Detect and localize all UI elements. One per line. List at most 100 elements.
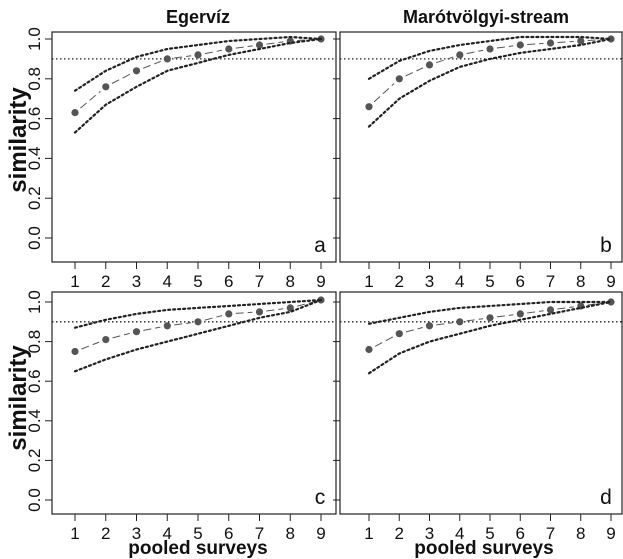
confidence-line-upper	[367, 300, 613, 325]
mean-connector	[436, 322, 453, 326]
y-tick-label: 0.4	[25, 147, 44, 171]
confidence-line-upper	[73, 35, 323, 92]
mean-connector	[557, 306, 574, 310]
x-axis-title-right: pooled surveys	[414, 538, 553, 559]
x-tick-label: 4	[455, 272, 464, 291]
mean-connector	[174, 55, 192, 59]
mean-point	[607, 298, 615, 306]
x-tick-label: 4	[455, 524, 464, 543]
y-tick-label: 0.6	[25, 369, 44, 393]
mean-connector	[435, 56, 454, 64]
x-tick-label: 8	[576, 272, 585, 291]
mean-point	[365, 345, 373, 354]
plot-frame	[51, 291, 337, 515]
x-tick-label: 3	[425, 524, 434, 543]
mean-point	[225, 45, 233, 53]
mean-point	[456, 51, 464, 59]
x-tick-label: 6	[224, 524, 233, 543]
mean-connector	[174, 322, 192, 326]
mean-point	[163, 55, 171, 63]
mean-connector	[374, 336, 394, 347]
mean-point	[102, 83, 110, 91]
x-tick-label: 3	[425, 272, 434, 291]
mean-point	[425, 61, 434, 69]
mean-point	[194, 51, 202, 59]
x-tick-label: 1	[364, 524, 373, 543]
panel-letter: a	[314, 234, 326, 257]
x-tick-label: 3	[132, 272, 141, 291]
x-tick-label: 5	[485, 272, 494, 291]
y-tick-label: 0.0	[25, 488, 44, 512]
mean-connector	[111, 73, 131, 84]
x-tick-label: 7	[546, 524, 555, 543]
mean-point	[546, 39, 555, 47]
y-tick-label: 0.8	[25, 330, 44, 354]
mean-point	[486, 45, 494, 53]
mean-point	[577, 37, 585, 45]
mean-point	[132, 67, 141, 75]
x-tick-label: 9	[316, 524, 325, 543]
x-tick-label: 1	[364, 272, 373, 291]
x-tick-label: 2	[101, 272, 110, 291]
mean-connector	[143, 326, 161, 331]
plot-frame	[51, 31, 337, 263]
mean-connector	[527, 42, 544, 45]
mean-connector	[235, 45, 253, 49]
y-tick-label: 1.0	[25, 27, 44, 51]
y-tick-label: 1.0	[25, 290, 44, 314]
panel-letter: d	[600, 486, 612, 509]
y-tick-label: 0.4	[25, 409, 44, 433]
x-tick-label: 9	[316, 272, 325, 291]
mean-point	[456, 318, 464, 326]
y-tick-label: 0.0	[25, 226, 44, 250]
confidence-line-upper	[367, 35, 613, 80]
x-tick-label: 5	[485, 524, 494, 543]
mean-connector	[496, 45, 514, 49]
mean-connector	[80, 90, 101, 109]
mean-point	[163, 322, 171, 330]
mean-point	[395, 75, 403, 83]
x-axis-title-left: pooled surveys	[128, 538, 267, 559]
mean-connector	[204, 49, 222, 55]
plot-frame	[339, 31, 623, 263]
mean-point	[425, 322, 434, 330]
mean-connector	[296, 301, 315, 307]
mean-point	[71, 109, 79, 117]
x-tick-label: 5	[193, 524, 202, 543]
x-tick-label: 7	[255, 272, 264, 291]
x-tick-label: 2	[395, 524, 404, 543]
mean-connector	[373, 83, 395, 103]
confidence-line-lower	[367, 37, 613, 128]
x-tick-label: 4	[163, 272, 172, 291]
x-tick-label: 2	[101, 524, 110, 543]
panel-letter: c	[315, 486, 326, 509]
mean-point	[102, 336, 110, 344]
mean-point	[516, 310, 524, 318]
panel-b: 1 2 3 4 5 6 7 8 9 Marótvölgyi-stream b	[333, 7, 623, 291]
mean-connector	[466, 318, 484, 322]
x-tick-label: 7	[255, 524, 264, 543]
x-tick-label: 7	[546, 272, 555, 291]
panel-a: 0.0 0.2 0.4 0.6 0.8 1.0 1 2 3 4 5 6 7 8 9 Egervíz a	[25, 7, 337, 291]
x-tick-label: 1	[70, 272, 79, 291]
y-axis-title-bottom: similarity	[5, 345, 32, 451]
mean-point	[225, 310, 233, 318]
plot-frame	[339, 291, 623, 515]
mean-point	[365, 103, 373, 111]
mean-point	[286, 304, 294, 312]
confidence-line-lower	[367, 300, 613, 375]
x-tick-label: 8	[286, 272, 295, 291]
mean-point	[132, 328, 141, 336]
panel-d: 1 2 3 4 5 6 7 8 9 d	[333, 291, 623, 543]
mean-connector	[297, 39, 315, 41]
x-tick-label: 9	[606, 272, 615, 291]
mean-connector	[204, 315, 223, 321]
mean-point	[194, 318, 202, 326]
mean-connector	[405, 327, 423, 333]
mean-point	[516, 41, 524, 49]
confidence-line-lower	[73, 37, 323, 134]
mean-connector	[266, 41, 284, 45]
mean-connector	[81, 341, 100, 350]
panel-title: Egervíz	[166, 7, 230, 27]
